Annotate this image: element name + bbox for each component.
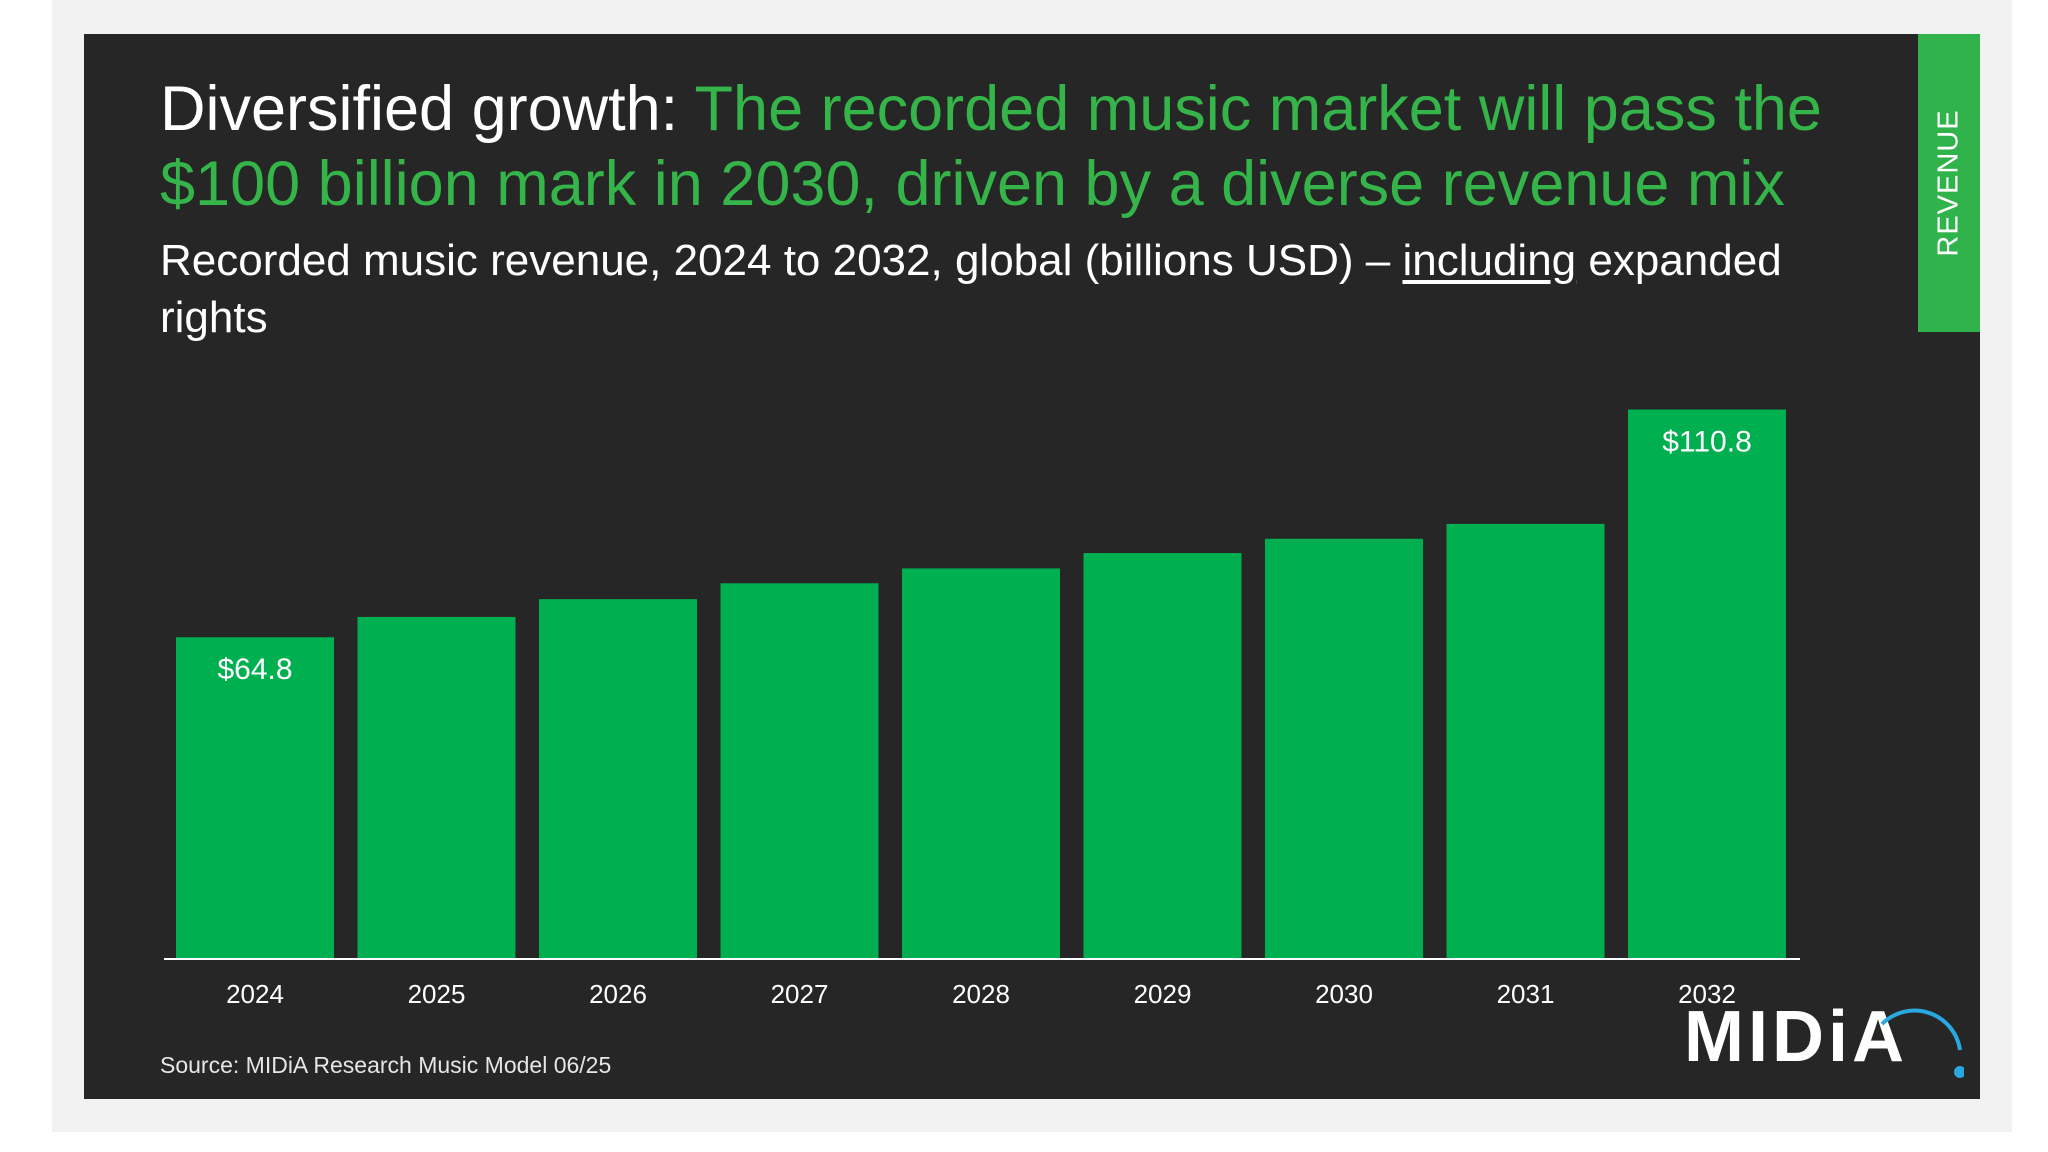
x-tick-label-2030: 2030: [1315, 979, 1373, 1009]
x-tick-label-2027: 2027: [771, 979, 829, 1009]
bar-2032: [1628, 409, 1786, 958]
slide-title: Diversified growth: The recorded music m…: [160, 72, 1900, 222]
data-label-2032: $110.8: [1662, 426, 1752, 459]
source-note: Source: MIDiA Research Music Model 06/25: [160, 1052, 612, 1078]
subtitle-emphasis: including: [1402, 236, 1577, 285]
x-tick-label-2025: 2025: [408, 979, 466, 1009]
x-tick-label-2029: 2029: [1134, 979, 1192, 1009]
midia-logo: MIDiA: [1684, 992, 1964, 1082]
subtitle-main: Recorded music revenue, 2024 to 2032, gl…: [160, 236, 1403, 285]
revenue-bar-chart: 2024 $64.8 2025 2026 2027 2028 2029 2030 2031 203…: [164, 409, 1800, 1009]
title-accent: The recorded music market will pass the …: [160, 74, 1822, 219]
bar-2028: [902, 568, 1060, 958]
logo-wordmark: MIDiA: [1684, 997, 1908, 1077]
bar-2030: [1265, 538, 1423, 958]
x-tick-label-2031: 2031: [1497, 979, 1555, 1009]
x-tick-label-2024: 2024: [226, 979, 284, 1009]
revenue-section-tab: REVENUE: [1918, 34, 1980, 332]
bar-2031: [1446, 523, 1605, 958]
subtitle-tail: expanded rights: [160, 236, 1782, 342]
x-tick-label-2028: 2028: [952, 979, 1010, 1009]
bar-2027: [720, 583, 879, 958]
bar-2026: [539, 599, 697, 958]
x-tick-label-2026: 2026: [589, 979, 647, 1009]
x-tick-label-2032: 2032: [1678, 979, 1736, 1009]
bar-2029: [1083, 553, 1242, 958]
slide-subtitle: Recorded music revenue, 2024 to 2032, gl…: [160, 232, 1810, 346]
title-lead: Diversified growth:: [160, 74, 695, 144]
bar-2024: [176, 637, 334, 958]
bar-2025: [357, 616, 516, 958]
slide: Diversified growth: The recorded music m…: [84, 34, 1980, 1099]
logo-arc-icon: [1880, 1008, 1964, 1078]
data-label-2024: $64.8: [217, 653, 292, 686]
